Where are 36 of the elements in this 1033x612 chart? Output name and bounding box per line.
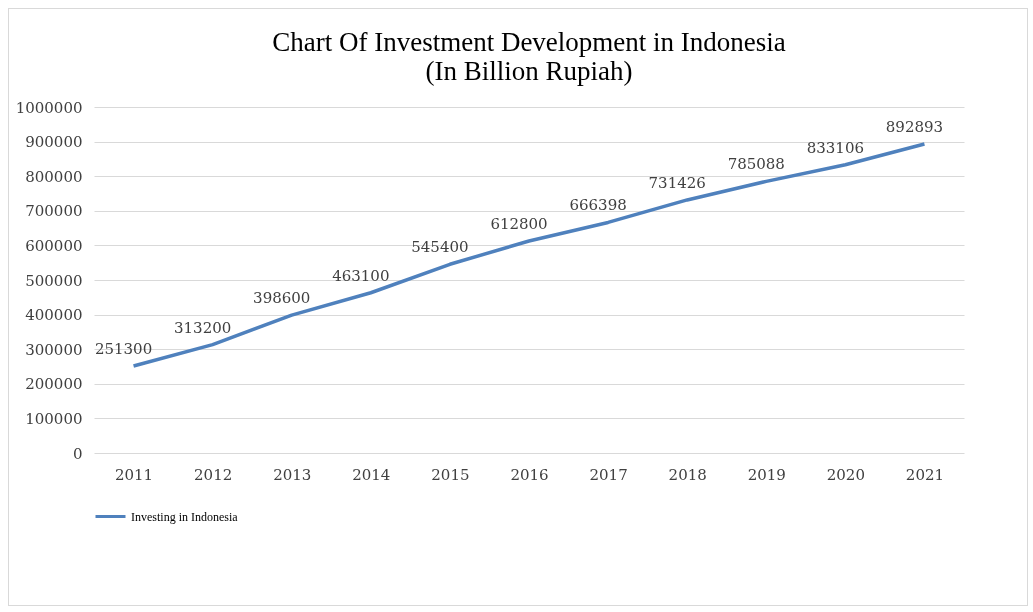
data-label: 833106	[806, 138, 864, 157]
data-label: 785088	[727, 155, 785, 174]
x-tick-label: 2013	[273, 465, 312, 484]
data-label: 612800	[490, 214, 548, 233]
y-tick-label: 0	[72, 444, 83, 463]
data-label: 463100	[332, 266, 390, 285]
x-tick-label: 2011	[114, 465, 154, 484]
y-tick-label: 900000	[25, 133, 83, 152]
x-tick-label: 2016	[510, 465, 549, 484]
chart-subtitle: (In Billion Rupiah)	[425, 56, 633, 86]
y-tick-label: 200000	[25, 375, 83, 394]
x-tick-label: 2015	[431, 465, 470, 484]
x-tick-label: 2021	[905, 465, 945, 484]
data-label: 545400	[411, 238, 469, 257]
data-label: 666398	[569, 196, 627, 215]
y-tick-label: 400000	[25, 306, 83, 325]
x-tick-label: 2014	[352, 465, 391, 484]
y-tick-label: 800000	[25, 167, 83, 186]
data-label: 892893	[885, 118, 944, 137]
data-label: 731426	[648, 173, 706, 192]
y-tick-label: 100000	[25, 409, 83, 428]
data-label: 313200	[174, 318, 232, 337]
legend-label: Investing in Indonesia	[131, 509, 239, 524]
y-tick-label: 700000	[25, 202, 83, 221]
chart-title: Chart Of Investment Development in Indonesia	[272, 27, 786, 57]
x-tick-label: 2018	[668, 465, 707, 484]
y-tick-label: 600000	[25, 236, 83, 255]
data-label: 398600	[253, 289, 311, 308]
data-label: 251300	[94, 340, 153, 359]
y-tick-label: 1000000	[15, 98, 83, 117]
x-tick-label: 2020	[826, 465, 865, 484]
x-tick-label: 2012	[194, 465, 233, 484]
y-tick-label: 300000	[25, 340, 83, 359]
y-tick-label: 500000	[25, 271, 83, 290]
x-tick-label: 2017	[589, 465, 628, 484]
x-tick-label: 2019	[747, 465, 786, 484]
